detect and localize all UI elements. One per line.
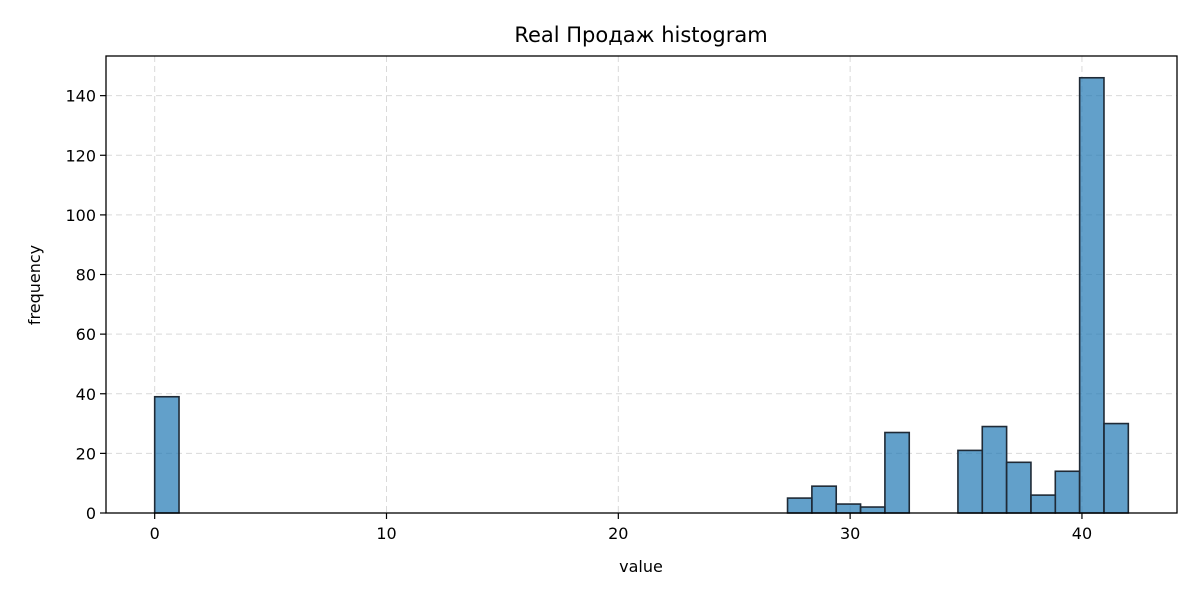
x-tick-label: 20	[608, 524, 628, 543]
histogram-bar	[1078, 76, 1105, 514]
x-axis: 0 10 20 30 40	[150, 513, 1092, 543]
histogram-bar	[884, 431, 911, 514]
y-tick-label: 20	[76, 444, 96, 463]
x-tick-label: 0	[150, 524, 160, 543]
y-tick-label: 100	[65, 206, 96, 225]
grid-lines	[106, 56, 1177, 514]
histogram-bar	[1005, 461, 1032, 514]
histogram-bar	[153, 395, 180, 514]
y-tick-label: 140	[65, 87, 96, 106]
histogram-bar	[835, 503, 862, 514]
y-tick-label: 40	[76, 385, 96, 404]
y-tick-label: 60	[76, 325, 96, 344]
x-axis-label: value	[619, 557, 663, 576]
histogram-bar	[1030, 494, 1057, 514]
histogram-bar	[957, 449, 984, 514]
plot-area-frame	[105, 55, 1178, 514]
histogram-bar	[786, 497, 813, 514]
y-axis-label: frequency	[25, 245, 44, 325]
x-tick-label: 40	[1072, 524, 1092, 543]
histogram-bar	[811, 485, 838, 514]
y-tick-label: 80	[76, 266, 96, 285]
y-axis: 0 20 40 60 80 100 120 140	[65, 87, 106, 523]
y-tick-label: 120	[65, 146, 96, 165]
chart-title: Real Продаж histogram	[514, 23, 767, 47]
histogram-bar	[1103, 422, 1130, 514]
histogram-bar	[1054, 470, 1081, 514]
histogram-bar	[981, 425, 1008, 514]
histogram-bars	[153, 76, 1130, 514]
x-tick-label: 10	[376, 524, 396, 543]
y-tick-label: 0	[86, 504, 96, 523]
histogram-bar	[859, 506, 886, 514]
x-tick-label: 30	[840, 524, 860, 543]
